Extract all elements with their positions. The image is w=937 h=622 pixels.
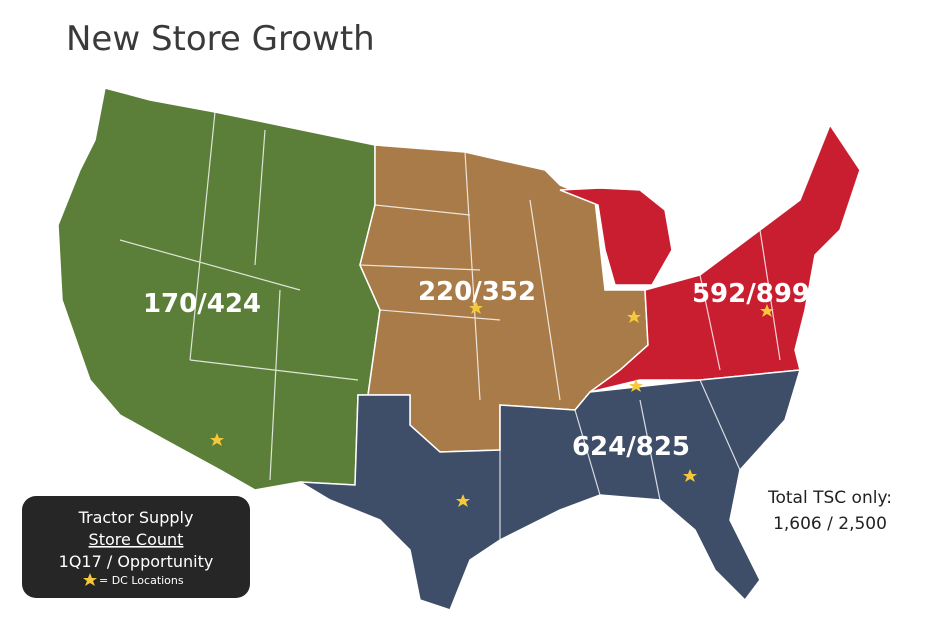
dc-star: [210, 433, 224, 446]
region-label: 592/899: [692, 279, 810, 309]
state-borders: [119, 111, 781, 540]
legend-line: Store Count: [89, 530, 184, 549]
legend-star: [83, 573, 97, 586]
slide-title: New Store Growth: [66, 19, 375, 59]
southeast-region: [299, 369, 802, 611]
legend-box: Tractor Supply Store Count 1Q17 / Opport…: [22, 496, 250, 598]
dc-star: [456, 494, 470, 507]
legend-line: Tractor Supply: [78, 508, 194, 527]
legend-background: [22, 496, 250, 598]
region-label: 220/352: [418, 277, 536, 307]
michigan: [559, 187, 673, 286]
dc-star: [469, 301, 483, 314]
dc-star: [629, 379, 643, 392]
legend-line: 1Q17 / Opportunity: [59, 552, 214, 571]
total-label: Total TSC only:: [767, 488, 892, 508]
dc-star: [760, 304, 774, 317]
region-label: 624/825: [572, 432, 690, 462]
northeast-region: [589, 123, 861, 393]
legend-note: = DC Locations: [99, 574, 184, 587]
dc-locations: [210, 301, 774, 507]
dc-star: [627, 310, 641, 323]
total-value: 1,606 / 2,500: [773, 514, 887, 534]
us-map: [57, 87, 861, 611]
dc-star: [683, 469, 697, 482]
region-label: 170/424: [143, 289, 261, 319]
